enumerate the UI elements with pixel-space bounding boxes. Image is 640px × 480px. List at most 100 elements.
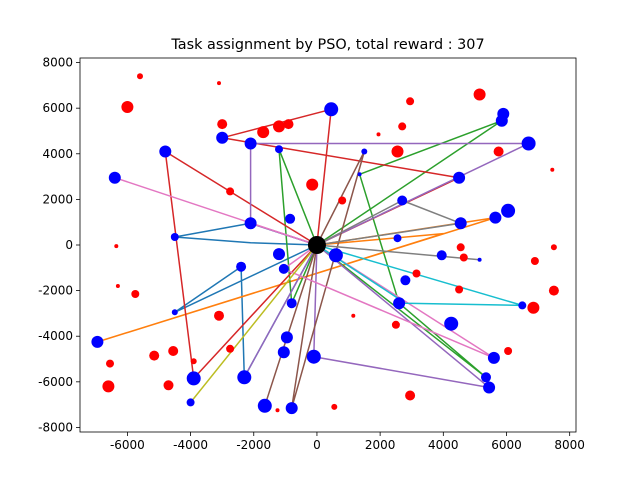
x-tick-label: 8000 [554, 438, 585, 452]
data-point [376, 132, 381, 137]
data-point [393, 297, 406, 310]
y-tick-label: 4000 [42, 147, 73, 161]
data-point [306, 178, 319, 191]
data-point [527, 301, 540, 314]
data-point [518, 301, 527, 310]
data-point [504, 347, 513, 355]
data-point [328, 248, 343, 263]
y-tick-label: 8000 [42, 56, 73, 70]
data-point [501, 203, 516, 218]
data-point [236, 261, 247, 272]
data-point [338, 196, 347, 205]
x-tick-label: -6000 [110, 438, 145, 452]
data-point [361, 148, 368, 155]
depot-point [307, 236, 326, 254]
data-point [216, 131, 229, 144]
data-point [186, 398, 195, 407]
data-point [436, 250, 447, 261]
data-point [106, 359, 114, 368]
data-point [149, 350, 160, 361]
data-point [285, 402, 298, 415]
data-point [278, 263, 289, 274]
data-point [477, 257, 482, 262]
data-point [331, 403, 338, 410]
x-tick-label: -2000 [236, 438, 271, 452]
data-point [412, 269, 421, 278]
data-point [406, 97, 415, 106]
data-point [324, 102, 339, 117]
data-point [548, 285, 559, 296]
data-point [257, 398, 272, 413]
y-tick-label: -8000 [38, 420, 73, 434]
data-point [163, 380, 174, 391]
data-point [226, 187, 235, 196]
data-point [217, 81, 221, 86]
data-point [275, 408, 280, 413]
axes-layer: -6000 -4000 -2000 0 2000 4000 6000 8000 -8000 -60… [38, 56, 585, 452]
data-point [495, 114, 508, 127]
data-point [244, 217, 257, 230]
data-point [226, 344, 235, 353]
x-tick-label: 2000 [365, 438, 396, 452]
data-point [121, 101, 134, 113]
data-point [244, 137, 257, 150]
y-tick-label: 6000 [42, 101, 73, 115]
x-tick-label: 6000 [491, 438, 522, 452]
data-point [456, 243, 465, 252]
data-point [237, 370, 252, 385]
route-line-8 [316, 199, 481, 261]
data-point [550, 167, 555, 172]
data-point [306, 349, 321, 364]
route-line-7 [114, 176, 495, 359]
data-point [280, 331, 293, 344]
data-point [137, 73, 143, 80]
data-point [483, 381, 496, 394]
data-point [108, 171, 121, 184]
data-point [473, 88, 486, 101]
data-point [530, 257, 539, 265]
data-point [521, 136, 536, 151]
points-layer [91, 73, 559, 415]
data-point [275, 145, 283, 154]
data-point [102, 380, 115, 393]
data-point [115, 284, 120, 288]
data-point [405, 390, 416, 401]
y-tick-label: -2000 [38, 284, 73, 298]
data-point [351, 313, 356, 318]
data-point [273, 120, 285, 133]
data-point [453, 171, 466, 184]
route-line-5 [243, 142, 530, 389]
data-point [217, 119, 228, 130]
data-point [91, 335, 104, 348]
data-point [357, 172, 362, 177]
data-point [186, 371, 201, 386]
data-point [454, 217, 467, 230]
data-point [168, 346, 179, 356]
data-point [283, 119, 294, 130]
x-tick-label: -4000 [173, 438, 208, 452]
data-point [273, 248, 285, 261]
data-point [170, 233, 179, 241]
chart-title: Task assignment by PSO, total reward : 3… [170, 37, 484, 53]
data-point [391, 320, 400, 329]
data-point [398, 122, 407, 131]
data-point [285, 213, 296, 224]
data-point [487, 351, 500, 364]
data-point [171, 309, 178, 316]
route-line-9 [189, 244, 318, 404]
data-point [131, 290, 140, 298]
data-point [444, 316, 459, 331]
data-point [397, 195, 408, 206]
data-point [114, 244, 119, 249]
data-point [400, 275, 411, 286]
y-tick-label: -4000 [38, 329, 73, 343]
data-point [214, 310, 224, 321]
data-point [286, 298, 297, 309]
data-point [391, 145, 404, 158]
y-tick-label: 0 [65, 238, 73, 252]
data-point [459, 253, 468, 262]
data-point [481, 372, 491, 383]
data-point [190, 358, 197, 365]
y-tick-label: 2000 [42, 192, 73, 206]
